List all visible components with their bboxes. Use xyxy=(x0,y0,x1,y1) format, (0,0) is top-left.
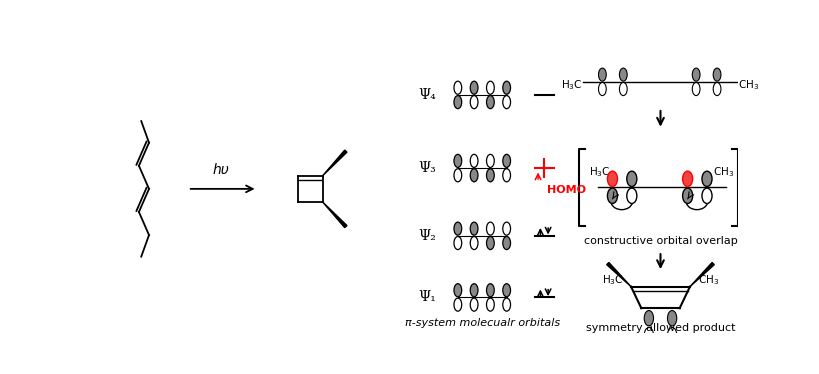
Ellipse shape xyxy=(618,83,627,96)
Ellipse shape xyxy=(667,310,676,326)
Ellipse shape xyxy=(469,222,477,235)
Text: hυ: hυ xyxy=(212,163,229,177)
Ellipse shape xyxy=(701,188,711,203)
Ellipse shape xyxy=(701,171,711,187)
Ellipse shape xyxy=(502,81,510,94)
Ellipse shape xyxy=(454,222,461,235)
Ellipse shape xyxy=(626,188,636,203)
Ellipse shape xyxy=(469,236,477,249)
Text: Ψ₁: Ψ₁ xyxy=(418,291,435,304)
Ellipse shape xyxy=(454,284,461,297)
Text: Ψ₄: Ψ₄ xyxy=(418,88,435,102)
Ellipse shape xyxy=(454,298,461,311)
Text: Ψ₂: Ψ₂ xyxy=(418,229,435,243)
Ellipse shape xyxy=(486,284,494,297)
Ellipse shape xyxy=(618,68,627,81)
Text: Ψ₃: Ψ₃ xyxy=(418,161,435,175)
Text: H$_3$C: H$_3$C xyxy=(561,78,582,92)
Ellipse shape xyxy=(691,68,699,81)
Ellipse shape xyxy=(681,188,692,203)
Text: CH$_3$: CH$_3$ xyxy=(697,274,718,287)
Ellipse shape xyxy=(502,222,510,235)
Ellipse shape xyxy=(486,96,494,109)
Ellipse shape xyxy=(644,310,653,326)
Polygon shape xyxy=(689,263,713,286)
Ellipse shape xyxy=(502,298,510,311)
Ellipse shape xyxy=(667,328,676,343)
Ellipse shape xyxy=(486,236,494,249)
Ellipse shape xyxy=(454,169,461,182)
Ellipse shape xyxy=(486,154,494,168)
Ellipse shape xyxy=(502,284,510,297)
Text: symmetry allowed product: symmetry allowed product xyxy=(585,323,735,333)
Ellipse shape xyxy=(713,83,720,96)
Ellipse shape xyxy=(454,154,461,168)
Ellipse shape xyxy=(607,188,617,203)
Text: π-system molecualr orbitals: π-system molecualr orbitals xyxy=(405,318,559,328)
Ellipse shape xyxy=(454,96,461,109)
Polygon shape xyxy=(322,150,346,176)
Text: CH$_3$: CH$_3$ xyxy=(712,165,733,179)
Ellipse shape xyxy=(469,96,477,109)
Ellipse shape xyxy=(469,284,477,297)
Ellipse shape xyxy=(598,68,605,81)
Ellipse shape xyxy=(502,96,510,109)
Polygon shape xyxy=(322,202,346,228)
Ellipse shape xyxy=(469,154,477,168)
Ellipse shape xyxy=(691,83,699,96)
Ellipse shape xyxy=(502,169,510,182)
Ellipse shape xyxy=(598,83,605,96)
Polygon shape xyxy=(606,263,631,286)
Ellipse shape xyxy=(713,68,720,81)
Ellipse shape xyxy=(502,154,510,168)
Text: CH$_3$: CH$_3$ xyxy=(737,78,758,92)
Text: HOMO: HOMO xyxy=(547,185,586,195)
Ellipse shape xyxy=(681,171,692,187)
Ellipse shape xyxy=(626,171,636,187)
Ellipse shape xyxy=(486,222,494,235)
Ellipse shape xyxy=(454,81,461,94)
Ellipse shape xyxy=(469,81,477,94)
Ellipse shape xyxy=(454,236,461,249)
Ellipse shape xyxy=(469,169,477,182)
Ellipse shape xyxy=(486,298,494,311)
Text: H$_3$C: H$_3$C xyxy=(601,274,622,287)
Text: H$_3$C: H$_3$C xyxy=(589,165,610,179)
Ellipse shape xyxy=(486,81,494,94)
Text: constructive orbital overlap: constructive orbital overlap xyxy=(583,236,736,246)
Ellipse shape xyxy=(469,298,477,311)
Ellipse shape xyxy=(607,171,617,187)
Ellipse shape xyxy=(644,328,653,343)
Ellipse shape xyxy=(502,236,510,249)
Ellipse shape xyxy=(486,169,494,182)
